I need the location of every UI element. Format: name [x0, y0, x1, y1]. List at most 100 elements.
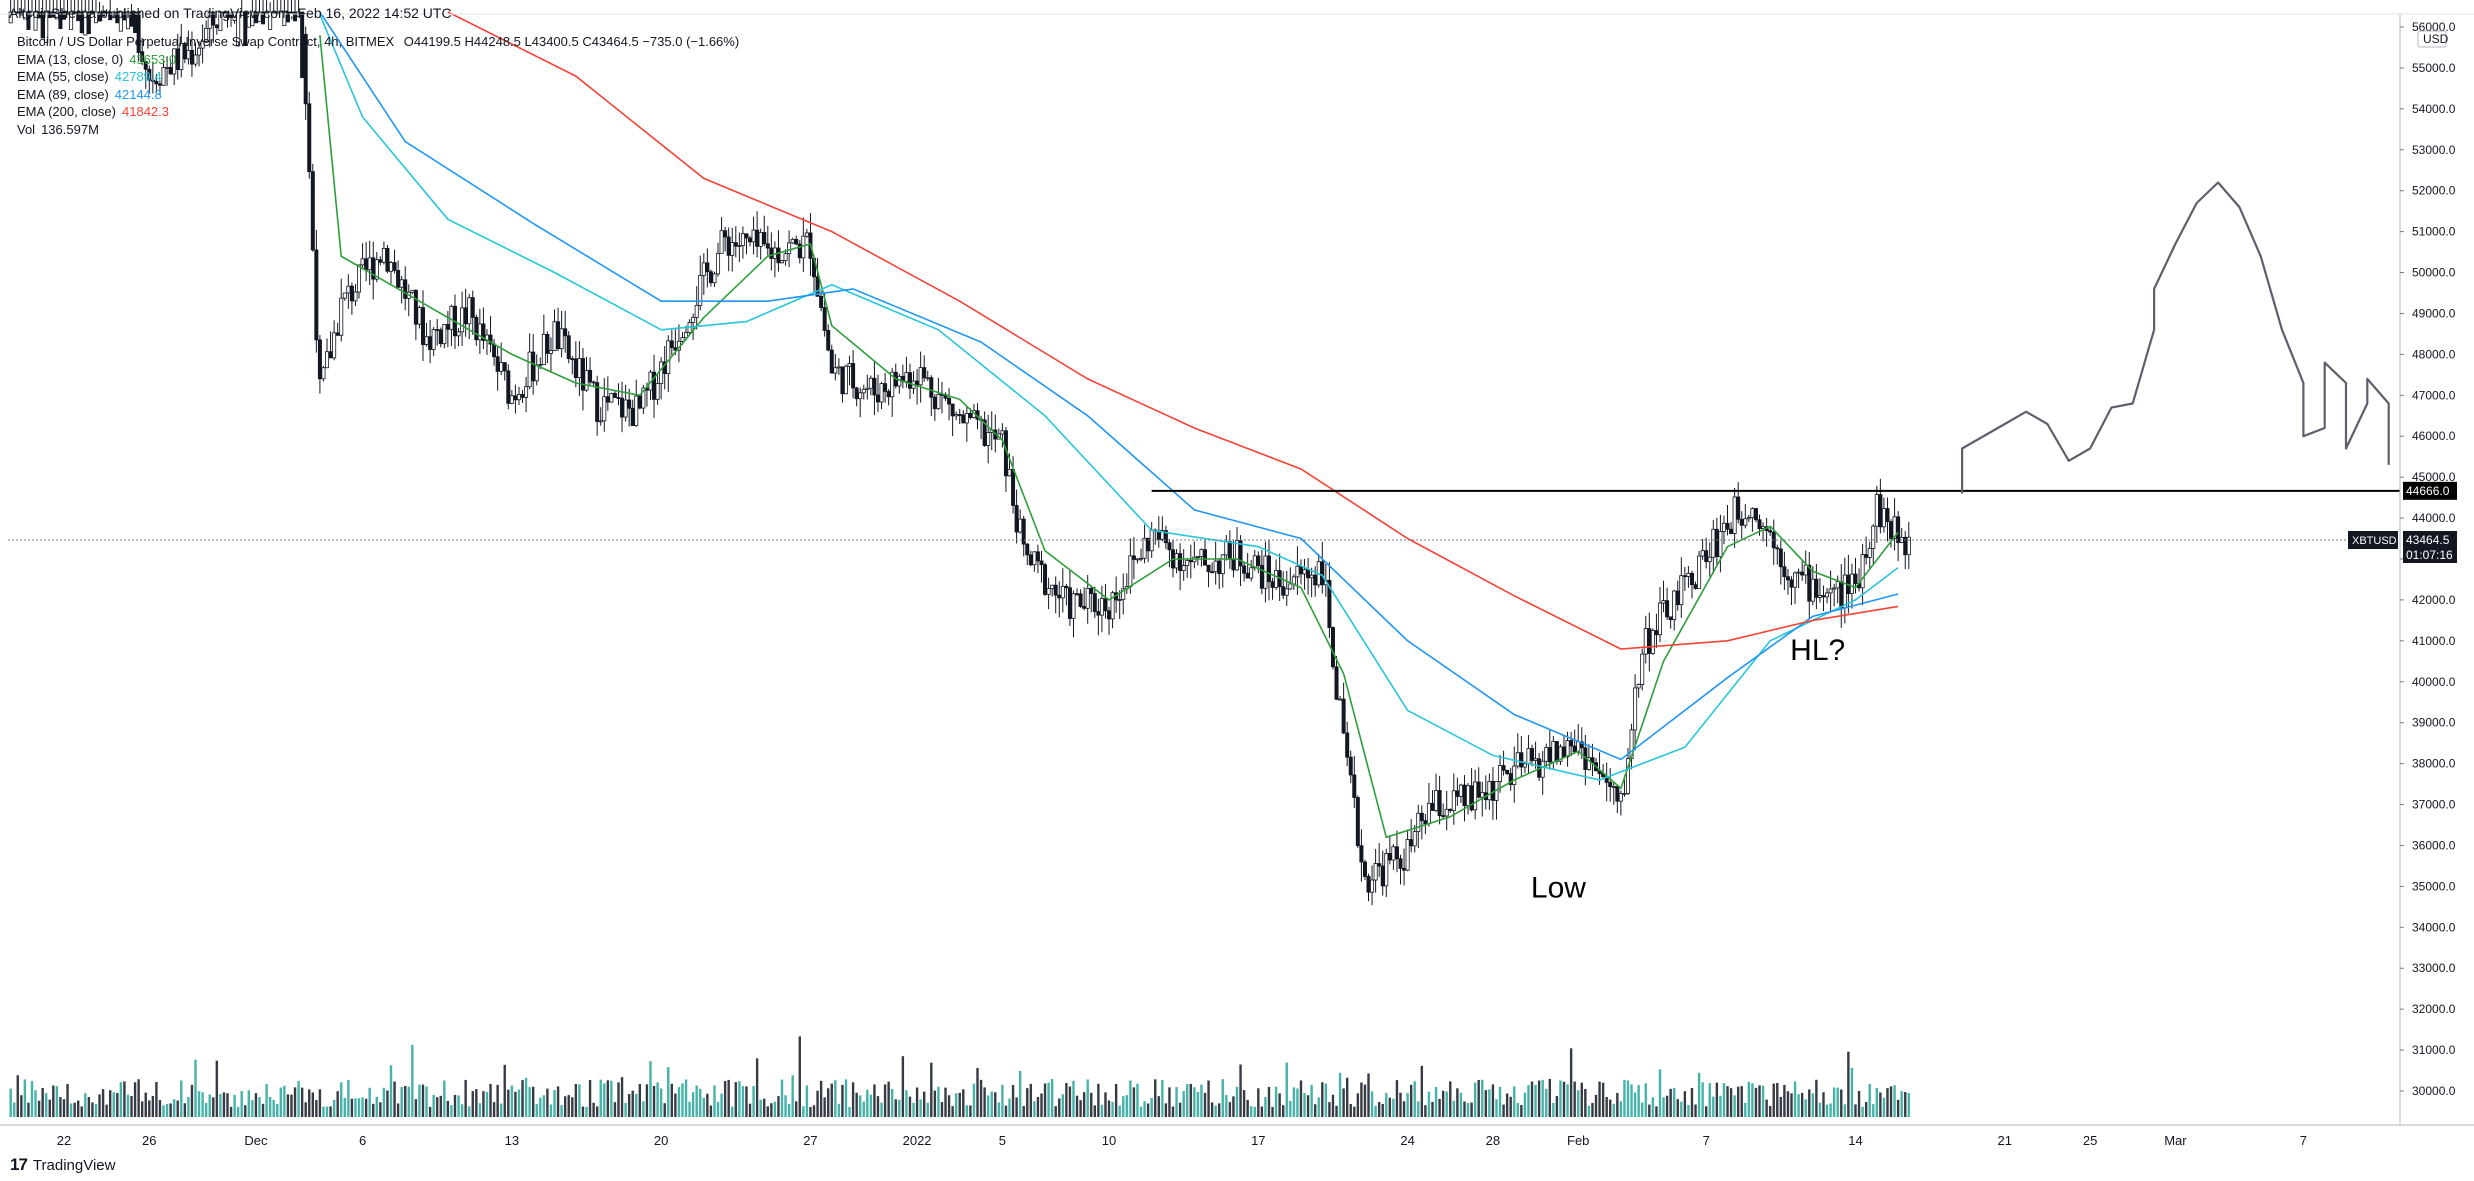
volume-bar	[1491, 1084, 1495, 1117]
x-tick-label: Mar	[2164, 1133, 2187, 1148]
volume-bar	[1015, 1097, 1018, 1117]
candle-body	[815, 276, 820, 297]
volume-bar	[1182, 1091, 1185, 1117]
candle-body	[1697, 555, 1702, 589]
volume-bar	[503, 1064, 506, 1117]
volume-bar	[59, 1096, 62, 1117]
volume-bar	[1673, 1087, 1676, 1117]
volume-bar	[1516, 1102, 1520, 1117]
volume-bar	[240, 1091, 243, 1117]
candle-body	[1082, 606, 1087, 609]
candle-body	[1430, 802, 1435, 811]
legend: Bitcoin / US Dollar Perpetual Inverse Sw…	[17, 33, 739, 138]
volume-bar	[894, 1099, 897, 1117]
volume-bar	[1633, 1092, 1637, 1117]
volume-bar	[1886, 1088, 1889, 1117]
volume-bar	[1509, 1096, 1512, 1117]
volume-bar	[1715, 1082, 1719, 1117]
volume-bar	[1562, 1081, 1566, 1117]
volume-bar	[1438, 1098, 1441, 1117]
legend-volume[interactable]: Vol 136.597M	[17, 121, 99, 137]
candle-body	[339, 297, 344, 336]
volume-bar	[759, 1099, 762, 1117]
candle-body	[1117, 599, 1122, 602]
volume-bar	[190, 1084, 194, 1117]
volume-bar	[741, 1086, 745, 1117]
annotations: Low HL?	[8, 181, 2400, 904]
volume-bar	[27, 1102, 30, 1117]
symbol-row[interactable]: Bitcoin / US Dollar Perpetual Inverse Sw…	[17, 33, 739, 51]
volume-bar	[304, 1102, 307, 1117]
volume-bar	[140, 1101, 144, 1117]
candle-body	[1419, 812, 1424, 821]
candle-body	[616, 397, 621, 399]
candle-body	[1448, 808, 1453, 811]
candle-body	[346, 285, 351, 294]
candle-body	[488, 334, 493, 345]
volume-bar	[738, 1081, 741, 1117]
legend-ema13[interactable]: EMA (13, close, 0) 43653.0	[17, 51, 177, 67]
candle-body	[1842, 574, 1847, 609]
candle-body	[1426, 802, 1431, 825]
volume-bar	[1399, 1092, 1402, 1117]
volume-bar	[510, 1085, 514, 1117]
candle-body	[417, 307, 422, 325]
candle-body	[723, 230, 728, 238]
candle-body	[360, 258, 365, 266]
volume-bar	[1555, 1096, 1559, 1117]
volume-bar	[791, 1075, 794, 1117]
candle-body	[1195, 556, 1200, 558]
volume-bar	[1712, 1096, 1715, 1117]
volume-bar	[514, 1091, 517, 1117]
volume-bar	[1626, 1080, 1630, 1117]
candle-body	[836, 366, 841, 369]
volume-bar	[379, 1102, 382, 1117]
candle-body	[285, 11, 290, 23]
volume-bar	[748, 1103, 752, 1117]
volume-bar	[411, 1044, 414, 1117]
volume-bar	[1228, 1102, 1232, 1117]
volume-bar	[1338, 1072, 1342, 1117]
volume-bar	[1029, 1083, 1033, 1117]
candle-body	[1796, 571, 1801, 574]
candle-body	[69, 11, 74, 30]
volume-bar	[1257, 1088, 1260, 1117]
candle-body	[1313, 574, 1318, 586]
tradingview-logo[interactable]: 17 TradingView	[10, 1155, 115, 1175]
candle-body	[1394, 846, 1399, 860]
volume-bar	[464, 1079, 467, 1117]
candle-body	[783, 253, 788, 262]
volume-bar	[983, 1087, 986, 1117]
candle-body	[1682, 575, 1687, 578]
volume-bar	[1189, 1083, 1192, 1117]
y-tick-label: 52000.0	[2412, 184, 2456, 198]
volume-bar	[162, 1105, 165, 1117]
candle-body	[1668, 616, 1673, 621]
volume-bar	[1043, 1083, 1047, 1117]
candle-body	[1199, 549, 1204, 557]
x-tick-label: 22	[57, 1133, 71, 1148]
volume-bar	[52, 1085, 55, 1117]
legend-ema200[interactable]: EMA (200, close) 41842.3	[17, 104, 169, 119]
volume-bar	[1050, 1079, 1054, 1117]
volume-bar	[1278, 1093, 1281, 1117]
candle-body	[1661, 600, 1666, 604]
y-tick-label: 32000.0	[2412, 1002, 2456, 1016]
legend-ema55[interactable]: EMA (55, close) 42789.4	[17, 69, 162, 84]
candle-body	[403, 279, 408, 299]
candle-body	[708, 271, 713, 284]
candle-body	[957, 414, 962, 416]
candle-body	[1700, 550, 1705, 557]
x-tick-label: Dec	[244, 1133, 268, 1148]
candle-body	[794, 238, 799, 245]
candle-body	[538, 364, 543, 366]
candle-body	[1498, 765, 1503, 782]
volume-bar	[1452, 1100, 1456, 1117]
volume-bar	[1385, 1092, 1388, 1117]
volume-bar	[674, 1093, 677, 1117]
candle-body	[1800, 571, 1805, 576]
volume-bar	[1321, 1082, 1324, 1117]
legend-ema89[interactable]: EMA (89, close) 42144.8	[17, 86, 162, 102]
volume-bar	[133, 1082, 137, 1117]
